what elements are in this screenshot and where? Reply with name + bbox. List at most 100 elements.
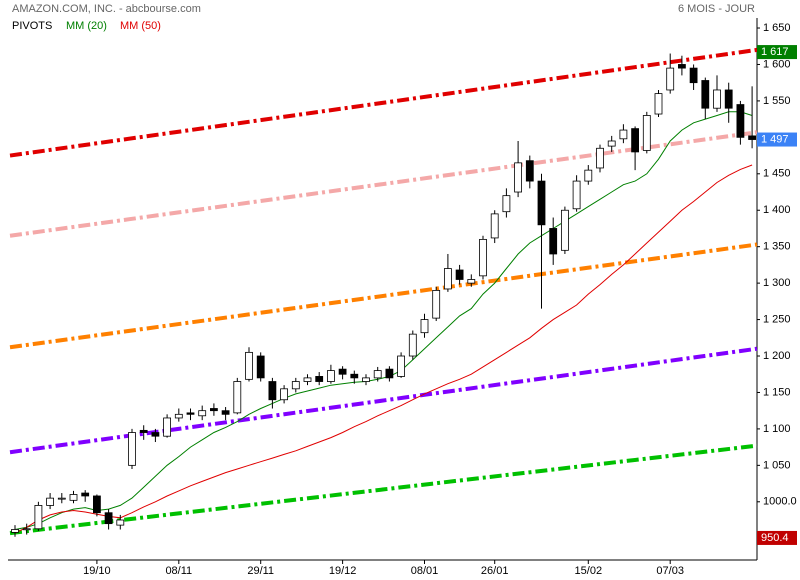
x-tick-label: 15/02 (575, 565, 603, 577)
candle-body (397, 355, 406, 377)
candle-body (362, 377, 370, 382)
candle-body (572, 180, 581, 210)
candle-body (701, 80, 710, 109)
candle-body (689, 67, 698, 84)
legend-entry: PIVOTS (12, 20, 52, 32)
y-tick-label: 1 250 (763, 313, 791, 325)
candle-body (713, 89, 721, 109)
candle-body (619, 129, 628, 140)
candle-body (198, 410, 207, 417)
y-tick-label: 1000.0 (763, 496, 797, 508)
y-tick-label: 1 200 (763, 350, 791, 362)
y-tick-label: 1 050 (763, 459, 791, 471)
candle-body (584, 169, 593, 182)
chart-title: AMAZON.COM, INC. - abcbourse.com (12, 3, 201, 15)
x-tick-label: 07/03 (656, 565, 684, 577)
legend-entry: MM (20) (66, 20, 107, 32)
pivot-line (9, 346, 758, 455)
candle-body (561, 209, 569, 251)
candle-body (315, 376, 324, 382)
candle-body (57, 497, 66, 500)
candle-body (163, 417, 172, 437)
candle-body (151, 432, 160, 437)
candle-body (338, 368, 347, 375)
price-label: 950.4 (761, 532, 789, 544)
candle-body (11, 529, 19, 533)
candle-body (736, 104, 745, 138)
candle-body (209, 408, 218, 412)
candle-body (420, 319, 429, 334)
x-tick-label: 26/01 (481, 565, 509, 577)
pivot-line (9, 242, 758, 350)
candle-body (455, 269, 464, 280)
candle-body (186, 412, 195, 415)
price-label-box (757, 530, 797, 545)
y-tick-label: 1 100 (763, 423, 791, 435)
candle-body (467, 279, 476, 284)
price-label: 1 617 (761, 46, 789, 58)
candle-body (373, 370, 382, 379)
candle-body (631, 128, 639, 153)
candle-body (291, 381, 300, 390)
chart-subtitle: 6 MOIS - JOUR (678, 3, 755, 15)
pivot-line (9, 47, 758, 158)
y-tick-label: 1 400 (763, 204, 791, 216)
candle-body (490, 213, 499, 239)
y-tick-label: 1 350 (763, 241, 791, 253)
candle-body (280, 388, 289, 401)
candle-body (443, 268, 452, 290)
candle-body (93, 495, 101, 514)
candle-body (525, 160, 534, 182)
candle-body (81, 492, 90, 497)
y-tick-label: 1 300 (763, 277, 791, 289)
candle-body (432, 290, 441, 319)
candle-body (642, 115, 651, 151)
candle-body (385, 368, 394, 379)
moving-average (14, 111, 753, 530)
y-tick-label: 1 450 (763, 168, 791, 180)
candle-body (596, 147, 604, 169)
candle-body (221, 410, 230, 415)
candle-body (128, 432, 136, 466)
candle-body (46, 497, 54, 506)
candle-body (256, 355, 265, 379)
candle-body (245, 351, 253, 380)
candle-body (678, 64, 686, 69)
price-label: 1 497 (761, 133, 789, 145)
x-tick-label: 19/12 (329, 565, 357, 577)
candle-body (69, 494, 78, 501)
x-tick-label: 08/11 (165, 565, 192, 577)
candle-body (22, 528, 31, 531)
candle-body (748, 135, 756, 140)
candle-body (479, 238, 487, 277)
candle-body (326, 370, 335, 382)
y-tick-label: 1 650 (763, 22, 791, 34)
candle-body (654, 93, 663, 115)
y-tick-label: 1 600 (763, 58, 791, 70)
candle-body (607, 140, 616, 147)
candle-body (537, 180, 546, 226)
legend-entry: MM (50) (120, 20, 161, 32)
candle-body (174, 413, 183, 419)
price-label-box (757, 132, 797, 147)
candle-body (268, 381, 277, 401)
candle-body (666, 67, 675, 91)
candle-body (303, 377, 312, 382)
candle-body (116, 519, 125, 526)
candle-body (408, 333, 417, 357)
candle-body (724, 89, 733, 109)
x-tick-label: 08/01 (411, 565, 439, 577)
x-tick-label: 19/10 (83, 565, 111, 577)
candle-body (502, 195, 511, 213)
price-label-box (757, 45, 797, 60)
candle-body (34, 505, 43, 530)
candle-body (104, 512, 113, 525)
candle-body (139, 429, 148, 433)
candle-body (549, 228, 558, 255)
pivot-line (9, 443, 758, 536)
moving-average (14, 164, 753, 534)
candle-body (233, 381, 242, 414)
candle-body (350, 373, 359, 379)
x-tick-label: 29/11 (247, 565, 274, 577)
